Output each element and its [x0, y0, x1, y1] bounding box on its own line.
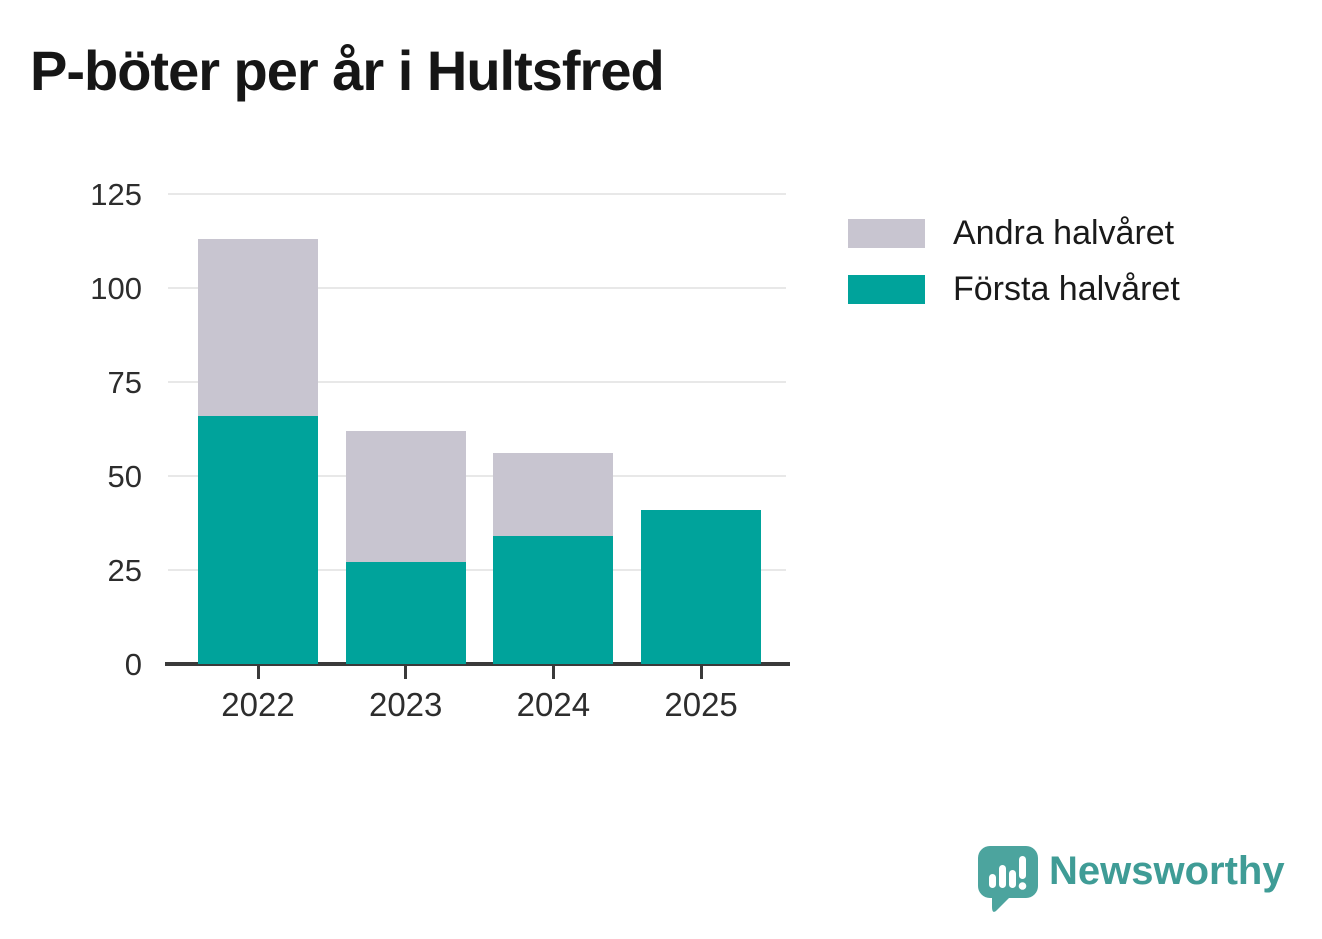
bar-2022-andra-halvåret	[198, 239, 318, 416]
x-tick-2022	[256, 666, 260, 679]
legend-label-forsta-halvaret: Första halvåret	[953, 270, 1180, 308]
y-tick-label-0: 0	[124, 647, 142, 682]
y-tick-label-25: 25	[107, 553, 142, 588]
x-tick-label-2025: 2025	[664, 686, 738, 723]
newsworthy-logo-text: Newsworthy	[1049, 849, 1285, 893]
legend: Andra halvåret Första halvåret	[848, 214, 1180, 331]
bar-2024-första-halvåret	[493, 536, 614, 664]
gridline-100	[168, 287, 786, 289]
x-tick-2024	[551, 666, 555, 679]
legend-swatch-forsta-halvaret	[848, 275, 925, 304]
gridline-125	[168, 193, 786, 195]
bar-2024-andra-halvåret	[493, 453, 614, 537]
bar-2022-första-halvåret	[198, 415, 318, 664]
bar-2023-första-halvåret	[345, 562, 466, 664]
newsworthy-speech-bubble-icon	[978, 846, 1038, 912]
legend-swatch-andra-halvaret	[848, 219, 925, 248]
x-tick-2025	[699, 666, 703, 679]
gridline-50	[168, 475, 786, 477]
y-tick-label-75: 75	[107, 365, 142, 400]
x-axis-line	[165, 662, 790, 666]
legend-label-andra-halvaret: Andra halvåret	[953, 214, 1175, 252]
gridline-75	[168, 381, 786, 383]
legend-item-andra-halvaret: Andra halvåret	[848, 214, 1180, 252]
bar-2025-första-halvåret	[641, 509, 762, 664]
y-tick-label-125: 125	[90, 177, 142, 212]
newsworthy-logo: Newsworthy	[977, 845, 1285, 915]
legend-item-forsta-halvaret: Första halvåret	[848, 270, 1180, 308]
x-tick-label-2024: 2024	[516, 686, 591, 723]
x-tick-label-2023: 2023	[368, 686, 443, 723]
y-tick-label-50: 50	[107, 459, 142, 494]
x-tick-2023	[404, 666, 408, 679]
bar-2023-andra-halvåret	[345, 430, 466, 563]
chart-title: P-böter per år i Hultsfred	[30, 39, 665, 102]
x-tick-label-2022: 2022	[221, 686, 295, 723]
y-tick-label-100: 100	[90, 271, 142, 306]
gridline-25	[168, 569, 786, 571]
